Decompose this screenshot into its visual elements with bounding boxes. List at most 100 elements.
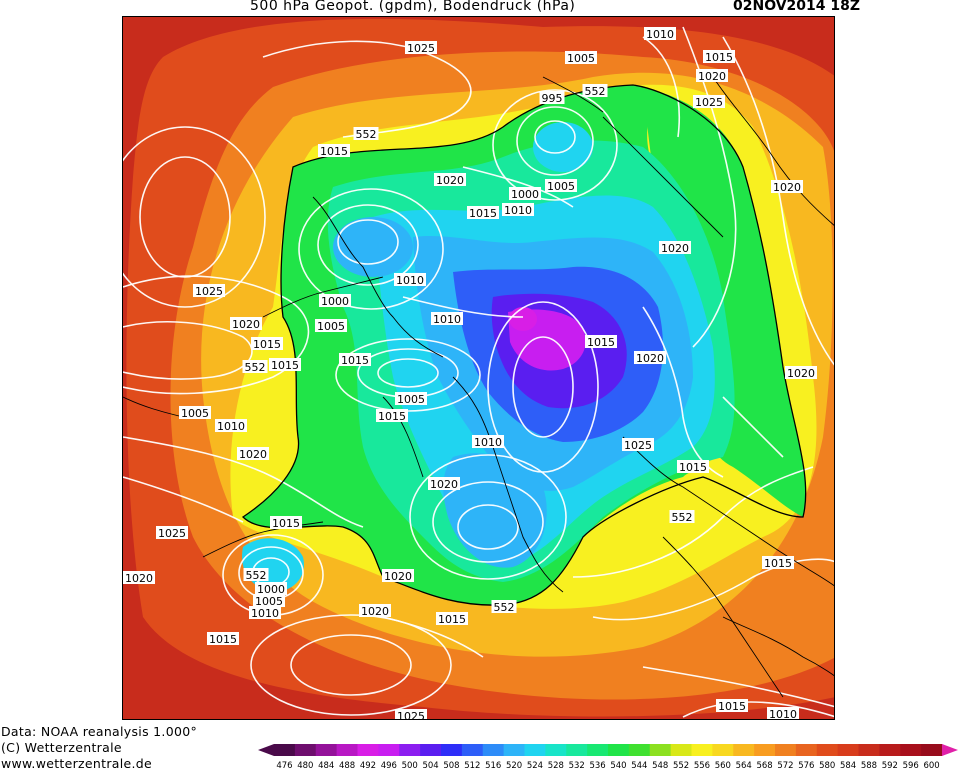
isobar-label-box bbox=[785, 366, 817, 379]
scale-swatch bbox=[670, 744, 692, 756]
isobar bbox=[722, 396, 784, 458]
scale-swatch bbox=[399, 744, 421, 756]
coastline bbox=[202, 521, 324, 558]
scale-tick-label: 532 bbox=[569, 761, 585, 770]
isobar-label-text: 1000 bbox=[511, 188, 539, 201]
isobar-label: 552 bbox=[582, 84, 608, 98]
isobar bbox=[572, 466, 814, 578]
scale-swatch bbox=[921, 744, 943, 756]
isobar-label: 1015 bbox=[585, 335, 617, 349]
isobar-label: 1010 bbox=[472, 435, 504, 449]
isobar-label-box bbox=[509, 187, 541, 200]
isobar-label-text: 1020 bbox=[636, 352, 664, 365]
scale-swatch bbox=[545, 744, 567, 756]
scale-tick-label: 560 bbox=[715, 761, 731, 770]
isobar bbox=[462, 166, 574, 208]
isobar-label-text: 1010 bbox=[646, 28, 674, 41]
isobar-label: 1020 bbox=[434, 173, 466, 187]
isobar-label-text: 552 bbox=[245, 361, 266, 374]
scale-tick-label: 544 bbox=[631, 761, 647, 770]
scale-swatch bbox=[503, 744, 525, 756]
height-field-516-atlantic bbox=[443, 453, 547, 568]
coastline bbox=[312, 196, 444, 358]
isobar bbox=[592, 558, 834, 621]
scale-tick-label: 512 bbox=[464, 761, 480, 770]
isobar-label-text: 1015 bbox=[341, 354, 369, 367]
scale-swatch bbox=[795, 744, 818, 756]
isobar bbox=[534, 120, 576, 154]
isobar-label-box bbox=[382, 569, 414, 582]
isobar-label-text: 1015 bbox=[587, 336, 615, 349]
scale-swatch bbox=[858, 744, 880, 756]
isobar-label-text: 1005 bbox=[181, 407, 209, 420]
isobar-label: 1005 bbox=[315, 319, 347, 333]
isobar-label: 1015 bbox=[339, 353, 371, 367]
isobar-label: 1015 bbox=[703, 50, 735, 64]
isobar-label-box bbox=[395, 709, 427, 719]
isobar-label: 1025 bbox=[693, 95, 725, 109]
isobar-label-box bbox=[395, 392, 427, 405]
scale-tick-label: 492 bbox=[360, 761, 376, 770]
isobar-label-box bbox=[502, 203, 534, 216]
isobar-label-box bbox=[353, 127, 379, 140]
isobar-label: 1025 bbox=[156, 526, 188, 540]
isobar-label-box bbox=[270, 516, 302, 529]
scale-tick-label: 484 bbox=[318, 761, 334, 770]
scale-swatch bbox=[420, 744, 442, 756]
isobar-label-text: 1005 bbox=[567, 52, 595, 65]
isobar-label: 1015 bbox=[251, 337, 283, 351]
isobar-label-text: 1020 bbox=[436, 174, 464, 187]
scale-swatch bbox=[482, 744, 505, 756]
isobar-label: 1010 bbox=[502, 203, 534, 217]
isobar-label: 552 bbox=[243, 568, 269, 582]
isobar-label-box bbox=[339, 353, 371, 366]
isobar-label-text: 1020 bbox=[773, 181, 801, 194]
isobar-label-box bbox=[251, 337, 283, 350]
isobar bbox=[516, 106, 594, 176]
isobar-label-text: 1025 bbox=[195, 285, 223, 298]
scale-tick-label: 528 bbox=[548, 761, 564, 770]
isobar-label-text: 1005 bbox=[397, 393, 425, 406]
isobar bbox=[123, 275, 310, 395]
isobar-label: 1020 bbox=[123, 571, 155, 585]
isobar-label: 1010 bbox=[431, 312, 463, 326]
isobar-label-box bbox=[659, 241, 691, 254]
isobar-label-text: 1010 bbox=[474, 436, 502, 449]
isobars bbox=[123, 26, 834, 718]
isobar-label-text: 1020 bbox=[430, 478, 458, 491]
scale-swatch bbox=[879, 744, 901, 756]
isobar-label: 1000 bbox=[319, 294, 351, 308]
isobar-label-box bbox=[253, 594, 285, 607]
coastline bbox=[452, 376, 564, 593]
height-field-520-low-1 bbox=[333, 217, 413, 277]
isobar-label: 1020 bbox=[428, 477, 460, 491]
scale-swatch bbox=[524, 744, 546, 756]
coastline bbox=[542, 76, 604, 113]
isobar-label-box bbox=[434, 173, 466, 186]
isobar-label: 1020 bbox=[634, 351, 666, 365]
isobar-label: 1005 bbox=[179, 406, 211, 420]
isobar-label-text: 1015 bbox=[679, 461, 707, 474]
isobar-label: 1005 bbox=[545, 179, 577, 193]
isobar bbox=[432, 481, 544, 563]
isobar-label-text: 552 bbox=[585, 85, 606, 98]
isobar-label-text: 552 bbox=[494, 601, 515, 614]
isobar-label: 1025 bbox=[395, 709, 427, 719]
chart-date: 02NOV2014 18Z bbox=[733, 0, 861, 14]
isobar-label-box bbox=[696, 69, 728, 82]
isobar bbox=[317, 204, 419, 286]
scale-swatch bbox=[357, 744, 379, 756]
isobar-label-box bbox=[242, 360, 268, 373]
isobar-label-text: 1000 bbox=[257, 583, 285, 596]
isobar-label-box bbox=[539, 91, 565, 104]
isobar-label-text: 1015 bbox=[209, 633, 237, 646]
isobar-label: 1010 bbox=[394, 273, 426, 287]
isobar-label: 552 bbox=[491, 600, 517, 614]
isobar-label-text: 1015 bbox=[272, 517, 300, 530]
isobar-label: 1000 bbox=[509, 187, 541, 201]
isobar bbox=[382, 616, 484, 658]
scale-swatch bbox=[691, 744, 713, 756]
scale-swatch bbox=[378, 744, 400, 756]
isobar bbox=[337, 219, 399, 265]
isobar-label-text: 1020 bbox=[361, 605, 389, 618]
